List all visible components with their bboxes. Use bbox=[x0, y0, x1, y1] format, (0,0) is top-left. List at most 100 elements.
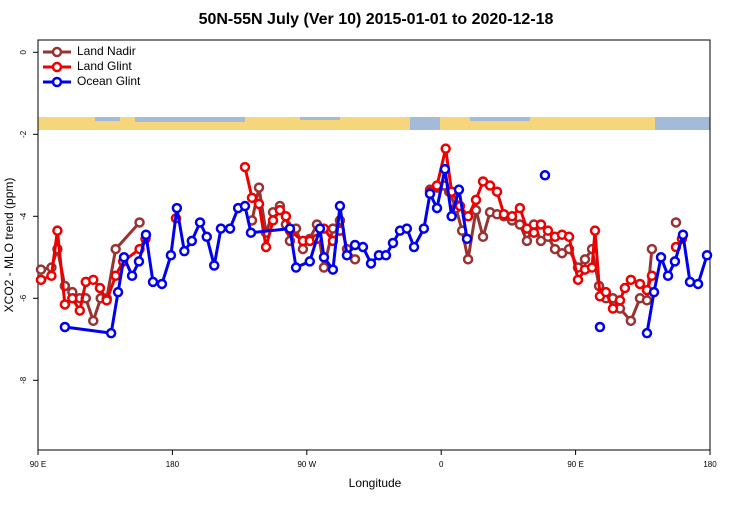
data-point bbox=[594, 321, 606, 333]
data-point bbox=[692, 278, 704, 290]
data-point bbox=[579, 254, 591, 265]
data-point bbox=[431, 202, 443, 214]
data-point bbox=[101, 295, 112, 306]
data-point bbox=[88, 315, 99, 327]
data-point bbox=[600, 286, 612, 298]
series-line bbox=[40, 147, 684, 313]
legend-marker bbox=[51, 61, 63, 73]
x-tick-label: 90 W bbox=[297, 460, 316, 469]
data-point bbox=[67, 293, 78, 304]
data-point bbox=[133, 256, 145, 267]
data-point bbox=[59, 321, 71, 333]
data-point bbox=[677, 229, 689, 240]
data-point bbox=[186, 235, 198, 247]
data-point bbox=[274, 204, 286, 216]
data-point bbox=[224, 223, 236, 234]
data-point bbox=[684, 276, 696, 288]
legend-label: Land Glint bbox=[77, 59, 132, 73]
data-point bbox=[290, 262, 302, 273]
data-point bbox=[506, 211, 518, 222]
data-point bbox=[201, 231, 212, 243]
data-point bbox=[35, 264, 47, 275]
data-point bbox=[446, 211, 457, 222]
data-point bbox=[439, 163, 451, 175]
data-point bbox=[365, 258, 377, 269]
data-point bbox=[246, 192, 258, 204]
data-point bbox=[491, 186, 503, 197]
data-point bbox=[314, 223, 326, 234]
data-point bbox=[498, 209, 510, 220]
data-point bbox=[245, 227, 257, 238]
data-point bbox=[701, 250, 713, 261]
data-point bbox=[253, 198, 265, 210]
data-point bbox=[563, 231, 575, 243]
chart-title: 50N-55N July (Ver 10) 2015-01-01 to 2020… bbox=[199, 11, 554, 28]
data-point bbox=[424, 188, 436, 199]
data-point bbox=[418, 223, 430, 234]
data-point bbox=[267, 215, 279, 226]
data-point bbox=[52, 225, 63, 236]
data-point bbox=[112, 286, 124, 298]
data-point bbox=[59, 299, 71, 310]
legend-label: Ocean Glint bbox=[77, 74, 141, 88]
data-point bbox=[387, 237, 399, 249]
data-point bbox=[470, 194, 482, 206]
data-point bbox=[239, 200, 251, 212]
data-point bbox=[215, 223, 227, 234]
y-axis-label: XCO2 - MLO trend (ppm) bbox=[2, 178, 16, 313]
data-point bbox=[462, 254, 474, 265]
data-point bbox=[171, 202, 183, 214]
data-point bbox=[357, 241, 369, 253]
x-tick-label: 90 E bbox=[567, 460, 583, 469]
data-point bbox=[662, 270, 674, 281]
data-point bbox=[484, 180, 496, 191]
data-point bbox=[625, 315, 637, 327]
data-point bbox=[194, 217, 206, 228]
data-point bbox=[334, 200, 346, 212]
data-point bbox=[572, 274, 584, 286]
data-point bbox=[586, 262, 598, 273]
data-point bbox=[655, 252, 667, 263]
y-tick-label: -4 bbox=[19, 212, 28, 220]
data-point bbox=[118, 252, 130, 263]
data-point bbox=[539, 170, 551, 181]
data-point bbox=[46, 270, 57, 281]
data-point bbox=[318, 252, 330, 263]
data-point bbox=[341, 250, 353, 261]
legend-marker bbox=[51, 46, 63, 58]
y-tick-label: 0 bbox=[19, 50, 28, 55]
data-point bbox=[179, 245, 190, 257]
data-point bbox=[349, 254, 361, 265]
data-point bbox=[253, 182, 265, 193]
data-point bbox=[380, 250, 392, 261]
data-point bbox=[134, 217, 145, 228]
map-strip bbox=[38, 117, 710, 130]
data-point bbox=[641, 327, 653, 339]
data-point bbox=[140, 229, 152, 240]
data-point bbox=[535, 219, 547, 230]
data-point bbox=[461, 233, 473, 245]
data-point bbox=[528, 227, 540, 238]
data-point bbox=[646, 270, 658, 281]
data-point bbox=[625, 274, 637, 286]
x-axis-label: Longitude bbox=[349, 476, 402, 490]
y-tick-label: -6 bbox=[19, 294, 28, 302]
data-point bbox=[646, 243, 658, 255]
data-point bbox=[35, 274, 47, 286]
data-point bbox=[634, 278, 646, 290]
y-tick-label: -2 bbox=[19, 130, 28, 138]
data-point bbox=[514, 202, 526, 214]
data-point bbox=[521, 235, 533, 247]
data-point bbox=[304, 256, 316, 267]
data-point bbox=[408, 241, 420, 253]
data-point bbox=[589, 225, 601, 236]
data-point bbox=[126, 270, 138, 281]
y-tick-label: -8 bbox=[19, 376, 28, 384]
data-point bbox=[614, 295, 626, 306]
plot-frame bbox=[37, 39, 711, 451]
x-tick-label: 180 bbox=[166, 460, 180, 469]
data-point bbox=[156, 278, 168, 290]
data-point bbox=[94, 282, 106, 294]
